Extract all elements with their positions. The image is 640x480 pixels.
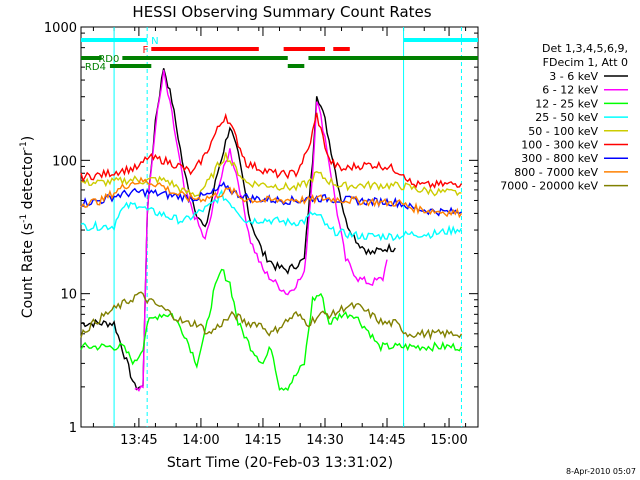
legend-label: 12 - 25 keV — [535, 97, 598, 110]
y-tick-label: 10 — [60, 288, 77, 303]
legend-entry: 800 - 7000 keV — [514, 166, 628, 179]
legend-entry: 12 - 25 keV — [535, 97, 628, 110]
legend-entry: 50 - 100 keV — [528, 125, 628, 138]
legend-header-line1: Det 1,3,4,5,6,9, — [542, 42, 628, 55]
y-tick-label: 1000 — [44, 21, 77, 36]
legend-entry: 7000 - 20000 keV — [500, 180, 628, 193]
series-line-6 — [80, 112, 463, 189]
y-tick-label: 1 — [69, 421, 77, 436]
x-axis-label: Start Time (20-Feb-03 13:31:02) — [167, 455, 393, 471]
legend-entry: 100 - 300 keV — [521, 139, 628, 152]
series-line-1 — [80, 68, 396, 391]
series-line-5 — [80, 152, 462, 198]
chart-title: HESSI Observing Summary Count Rates — [132, 3, 431, 21]
legend-header-line2: FDecim 1, Att 0 — [543, 56, 628, 69]
legend-label: 300 - 800 keV — [521, 152, 598, 165]
legend-entry: 3 - 6 keV — [549, 70, 628, 83]
legend-label: 25 - 50 keV — [535, 111, 598, 124]
flag-label: RD4 — [85, 62, 106, 73]
legend-label: 3 - 6 keV — [549, 70, 598, 83]
x-tick-label: 14:00 — [182, 433, 219, 448]
legend-label: 6 - 12 keV — [542, 84, 598, 97]
legend-entry: 6 - 12 keV — [542, 84, 628, 97]
x-tick-label: 14:15 — [244, 433, 281, 448]
legend-entry: 300 - 800 keV — [521, 152, 628, 165]
x-tick-label: 14:45 — [368, 433, 405, 448]
series-lines — [80, 68, 463, 392]
legend-label: 50 - 100 keV — [528, 125, 598, 138]
y-axis-label: Count Rate (s-1 detector-1) — [19, 136, 36, 318]
x-tick-label: 13:45 — [120, 433, 157, 448]
y-label-exp1: -1 — [19, 214, 29, 223]
axes-frame — [80, 26, 479, 428]
legend: Det 1,3,4,5,6,9, FDecim 1, Att 0 3 - 6 k… — [500, 42, 628, 193]
legend-label: 7000 - 20000 keV — [500, 180, 598, 193]
y-label-end: ) — [20, 136, 36, 141]
x-axis-ticks: 13:45 14:00 14:15 14:30 14:45 15:00 — [92, 27, 468, 448]
flag-label: F — [143, 45, 149, 56]
x-tick-label: 15:00 — [430, 433, 467, 448]
y-label-main: Count Rate (s — [20, 223, 36, 318]
legend-label: 100 - 300 keV — [521, 139, 598, 152]
y-label-mid: detector — [20, 150, 36, 214]
series-line-4 — [80, 189, 463, 242]
series-line-3 — [80, 268, 463, 392]
timestamp: 8-Apr-2010 05:07 — [566, 467, 636, 476]
y-tick-label: 100 — [52, 154, 77, 169]
series-line-9 — [80, 291, 463, 341]
series-line-7 — [80, 181, 462, 217]
flag-label: N — [151, 36, 158, 47]
series-line-8 — [80, 176, 463, 219]
series-line-2 — [134, 69, 388, 392]
legend-entry: 25 - 50 keV — [535, 111, 628, 124]
x-tick-label: 14:30 — [306, 433, 343, 448]
flag-label: RD0 — [98, 54, 119, 65]
y-label-exp2: -1 — [19, 141, 29, 150]
legend-label: 800 - 7000 keV — [514, 166, 598, 179]
